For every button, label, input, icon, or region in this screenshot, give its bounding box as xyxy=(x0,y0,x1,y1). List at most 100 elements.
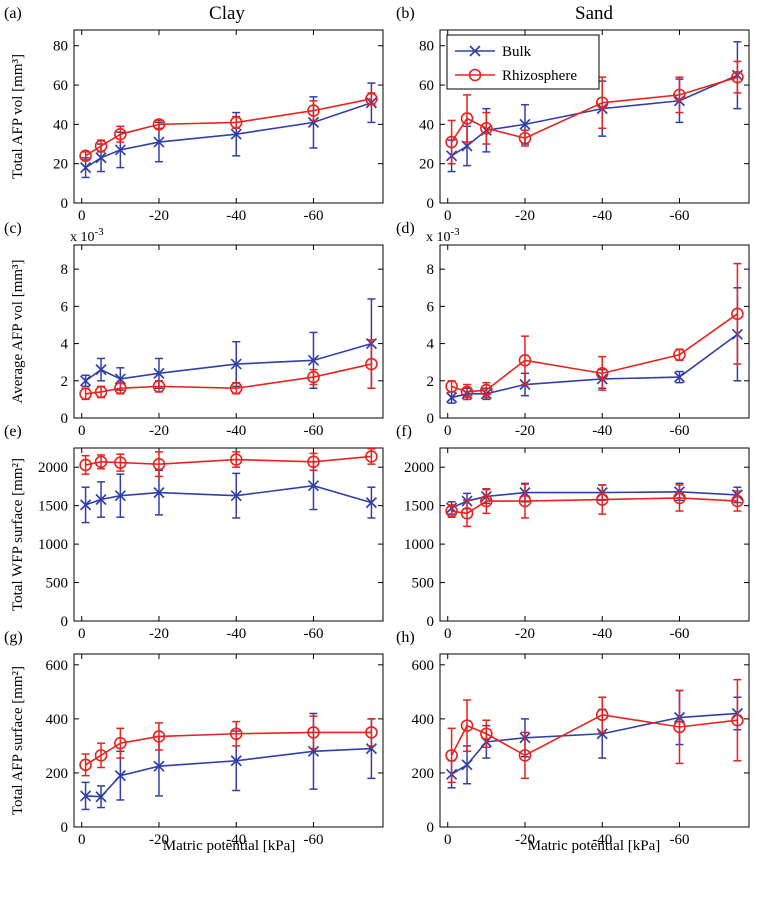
data-point xyxy=(229,116,243,129)
y-tick-label: 60 xyxy=(419,78,434,94)
y-tick-label: 1000 xyxy=(38,537,68,553)
axes-frame xyxy=(439,244,750,419)
series-rhizosphere xyxy=(445,60,744,165)
col-title-sand: Sand xyxy=(575,3,614,24)
legend-marker-o xyxy=(468,68,482,82)
panel-label: (h) xyxy=(396,629,415,646)
x-tick-label: -20 xyxy=(515,832,535,848)
data-point xyxy=(114,456,127,469)
data-point xyxy=(95,493,107,506)
data-point xyxy=(365,450,378,463)
data-point xyxy=(152,457,166,471)
panel-a: (a) 0 20 40 60 80 0 -20 -40 -60 Total AFP vol [mm³… xyxy=(4,5,384,224)
series-line xyxy=(85,747,372,798)
data-point xyxy=(307,354,320,366)
data-point xyxy=(230,755,242,767)
data-point xyxy=(79,758,92,772)
series-bulk xyxy=(79,712,378,811)
x-tick-label: -40 xyxy=(592,626,612,642)
data-point xyxy=(518,354,532,367)
x-tick-label: 0 xyxy=(444,626,452,642)
y-tick-label: 1500 xyxy=(404,499,434,515)
data-point xyxy=(230,490,242,502)
panel-c: (c) 0 2 4 6 8 0 -20 -40 -60 x 10-3 Average AFP vol … xyxy=(4,220,384,439)
x-tick-label: -60 xyxy=(303,423,323,439)
data-point xyxy=(114,144,126,156)
y-multiplier-base: x 10 xyxy=(70,230,95,245)
data-point xyxy=(445,380,458,393)
y-tick-label: 600 xyxy=(412,658,435,674)
data-point xyxy=(307,370,320,384)
panel-label: (f) xyxy=(396,423,412,440)
data-point xyxy=(153,760,165,772)
y-tick-label: 2000 xyxy=(38,460,68,476)
y-tick-label: 4 xyxy=(61,337,69,353)
series-rhizosphere xyxy=(79,92,378,163)
col-title-clay: Clay xyxy=(209,3,245,24)
data-point xyxy=(673,88,686,102)
legend-marker-x xyxy=(469,45,481,57)
data-point xyxy=(153,486,165,499)
axes-frame xyxy=(73,447,384,622)
x-tick-label: -40 xyxy=(226,423,246,439)
data-point xyxy=(731,307,744,321)
data-point xyxy=(229,453,243,466)
y-tick-label: 6 xyxy=(61,299,69,315)
y-multiplier: x 10-3 xyxy=(70,226,104,245)
series-bulk xyxy=(79,298,378,391)
data-point xyxy=(445,135,458,149)
x-tick-label: -20 xyxy=(149,832,169,848)
data-point xyxy=(595,367,609,380)
y-tick-label: 0 xyxy=(61,196,69,212)
y-tick-label: 500 xyxy=(412,576,435,592)
x-tick-label: -60 xyxy=(669,208,689,224)
y-tick-label: 0 xyxy=(427,411,435,427)
data-point xyxy=(114,381,127,395)
data-point xyxy=(518,131,532,145)
data-point xyxy=(519,118,531,130)
y-axis-label: Total AFP vol [mm³] xyxy=(10,54,26,179)
data-point xyxy=(95,791,107,803)
x-tick-label: 0 xyxy=(78,423,86,439)
panel-g: (g) 0 200 400 600 0 -20 -40 -60 Total AFP surface… xyxy=(4,629,384,848)
y-tick-label: 40 xyxy=(419,117,434,133)
data-point xyxy=(460,112,474,125)
y-tick-label: 200 xyxy=(412,766,435,782)
panel-label: (g) xyxy=(4,629,23,646)
panel-f: (f) 0 500 1000 1500 2000 0 -20 -40 -60 xyxy=(396,423,750,642)
data-point xyxy=(79,375,92,387)
data-point xyxy=(79,162,92,174)
x-tick-label: -20 xyxy=(515,626,535,642)
panel-label: (c) xyxy=(4,220,22,237)
data-point xyxy=(94,385,108,399)
data-point xyxy=(114,770,126,782)
series-line xyxy=(85,731,372,766)
data-point xyxy=(114,127,127,141)
panel-d: (d) 0 2 4 6 8 0 -20 -40 -60 x 10-3 xyxy=(396,220,750,439)
data-point xyxy=(480,383,493,397)
series-line xyxy=(85,455,372,466)
x-tick-label: 0 xyxy=(78,832,86,848)
y-tick-label: 20 xyxy=(53,157,68,173)
x-tick-label: -20 xyxy=(515,208,535,224)
series-rhizosphere xyxy=(79,715,378,777)
data-point xyxy=(673,720,686,734)
data-point xyxy=(460,719,474,732)
x-tick-label: -60 xyxy=(669,423,689,439)
legend: Bulk Rhizosphere xyxy=(446,34,600,90)
data-point xyxy=(480,727,493,741)
data-point xyxy=(79,458,92,472)
series-line xyxy=(450,713,738,757)
y-multiplier: x 10-3 xyxy=(426,226,460,245)
y-tick-label: 1000 xyxy=(404,537,434,553)
legend-label: Bulk xyxy=(502,44,532,60)
y-tick-label: 0 xyxy=(427,196,435,212)
axes-frame xyxy=(439,653,750,828)
panel-label: (b) xyxy=(396,5,415,22)
data-point xyxy=(153,136,165,148)
data-point xyxy=(460,507,474,520)
panel-e: (e) 0 500 1000 1500 2000 0 -20 -40 -60 Total WFP s… xyxy=(4,423,384,642)
legend-box xyxy=(446,34,600,90)
data-point xyxy=(79,499,92,511)
y-tick-label: 200 xyxy=(46,766,69,782)
